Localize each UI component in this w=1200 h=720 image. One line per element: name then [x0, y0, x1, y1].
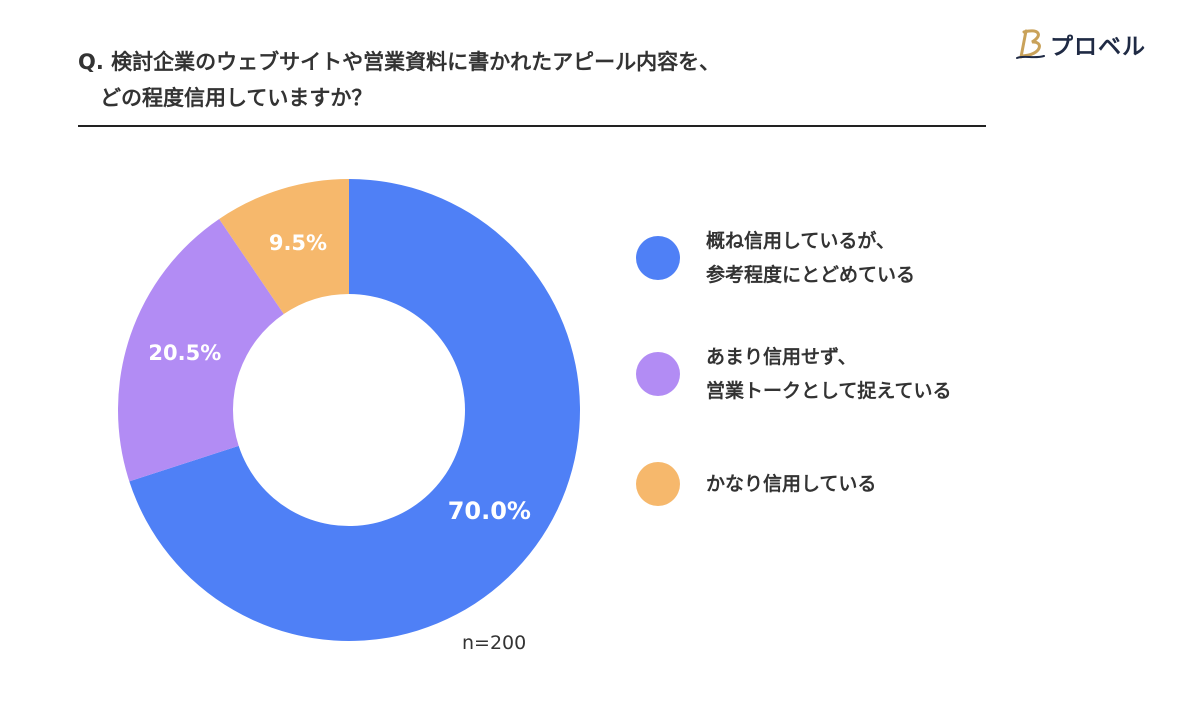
donut-slice-little-trust [117, 218, 284, 482]
donut-slice-mostly-trust [129, 179, 580, 641]
brand-b-icon [1016, 29, 1045, 59]
slice-label-highly-trust: 9.5% [269, 231, 327, 255]
brand-logo: プロベル [1014, 24, 1164, 64]
legend-item-little-trust: あまり信用せず、 営業トークとして捉えている [636, 340, 951, 408]
legend-label-little-trust: あまり信用せず、 営業トークとして捉えている [706, 346, 952, 402]
legend-swatch-mostly-trust [636, 236, 680, 280]
question-title: Q. 検討企業のウェブサイトや営業資料に書かれたアピール内容を、 どの程度信用し… [78, 44, 958, 116]
slice-label-little-trust: 20.5% [148, 341, 221, 365]
sample-size-note: n=200 [462, 632, 527, 654]
legend-item-highly-trust: かなり信用している [636, 462, 876, 506]
legend-item-mostly-trust: 概ね信用しているが、 参考程度にとどめている [636, 224, 915, 292]
brand-name: プロベル [1050, 34, 1146, 60]
legend-label-mostly-trust: 概ね信用しているが、 参考程度にとどめている [706, 230, 916, 286]
donut-slice-highly-trust [219, 179, 349, 315]
slice-label-mostly-trust: 70.0% [448, 497, 531, 525]
legend-swatch-highly-trust [636, 462, 680, 506]
legend-label-highly-trust: かなり信用している [706, 473, 877, 495]
title-divider [78, 125, 986, 127]
legend-swatch-little-trust [636, 352, 680, 396]
question-line-1: Q. 検討企業のウェブサイトや営業資料に書かれたアピール内容を、 [78, 50, 721, 74]
question-line-2: どの程度信用していますか？ [100, 86, 373, 110]
